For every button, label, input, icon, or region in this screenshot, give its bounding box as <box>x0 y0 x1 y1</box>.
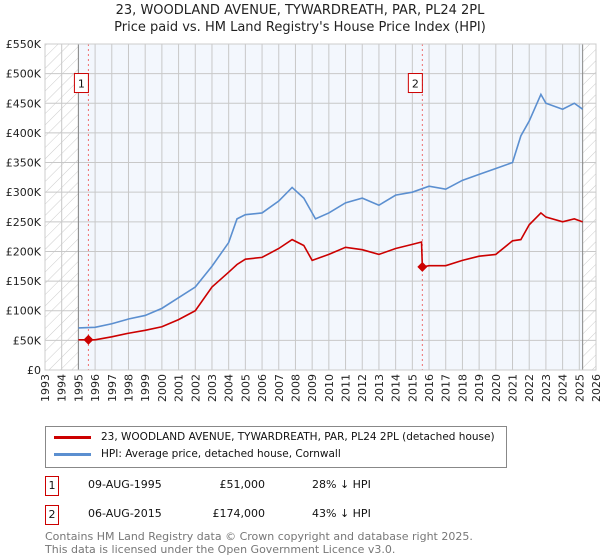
x-tick-label: 2021 <box>507 374 520 402</box>
transaction-date: 06-AUG-2015 <box>88 507 162 520</box>
chart-plot: 1993 1994 1995 1996 1997 1998 1999 2000 2001 2002… <box>6 38 600 402</box>
x-tick-label: 2015 <box>406 374 419 402</box>
transaction-number: 2 <box>45 505 59 525</box>
x-tick-label: 1993 <box>39 374 52 402</box>
sale-label-box <box>407 73 423 94</box>
legend-label-property: 23, WOODLAND AVENUE, TYWARDREATH, PAR, P… <box>101 431 495 443</box>
x-tick-label: 1995 <box>72 374 85 402</box>
legend-swatch-property <box>54 435 91 439</box>
x-tick-label: 1998 <box>122 374 135 402</box>
transaction-price: £51,000 <box>219 478 266 491</box>
x-tick-label: 2000 <box>156 374 169 402</box>
y-tick-label: £450K <box>6 97 42 110</box>
y-tick-label: £150K <box>6 275 42 288</box>
x-tick-label: 2013 <box>373 374 386 402</box>
x-tick-label: 2018 <box>456 374 469 402</box>
x-tick-label: 2008 <box>289 374 302 402</box>
x-tick-label: 2003 <box>206 374 219 402</box>
y-tick-label: £200K <box>6 245 42 258</box>
x-tick-label: 2006 <box>256 374 269 402</box>
series-line-hpi <box>78 92 584 329</box>
y-tick-label: £550K <box>6 38 42 51</box>
x-tick-label: 2012 <box>356 374 369 402</box>
transaction-hpi: 28% ↓ HPI <box>312 478 371 491</box>
x-tick-label: 2011 <box>340 374 353 402</box>
legend-label-hpi: HPI: Average price, detached house, Corn… <box>101 448 341 460</box>
x-tick-label: 2004 <box>223 374 236 402</box>
x-tick-label: 2002 <box>189 374 202 402</box>
y-tick-label: £400K <box>6 127 42 140</box>
x-tick-label: 2009 <box>306 374 319 402</box>
legend: 23, WOODLAND AVENUE, TYWARDREATH, PAR, P… <box>45 426 507 468</box>
chart-title: 23, WOODLAND AVENUE, TYWARDREATH, PAR, P… <box>115 3 485 18</box>
x-tick-label: 1997 <box>106 374 119 402</box>
x-tick-label: 2019 <box>473 374 486 402</box>
y-tick-label: £100K <box>6 305 42 318</box>
plot-border <box>44 43 597 371</box>
y-tick-label: £50K <box>13 334 42 347</box>
sale-label: 2 <box>412 78 419 91</box>
x-tick-label: 2014 <box>390 374 403 402</box>
x-tick-label: 2023 <box>540 374 553 402</box>
chart-subtitle: Price paid vs. HM Land Registry's House … <box>114 20 486 35</box>
x-tick-label: 2025 <box>573 374 586 402</box>
hatched-region-after <box>582 44 596 370</box>
x-tick-label: 2026 <box>590 374 600 402</box>
footer-line: Contains HM Land Registry data © Crown c… <box>45 530 473 543</box>
sale-point <box>417 261 428 272</box>
sale-label-box <box>73 73 89 94</box>
y-tick-label: £350K <box>6 157 42 170</box>
y-tick-label: £300K <box>6 186 42 199</box>
y-tick-label: £0 <box>27 364 41 377</box>
series-line-property <box>78 211 583 341</box>
x-tick-label: 2024 <box>557 374 570 402</box>
transaction-date: 09-AUG-1995 <box>88 478 162 491</box>
footer: Contains HM Land Registry data © Crown c… <box>45 530 473 556</box>
sale-point <box>83 334 94 345</box>
x-tick-label: 1999 <box>139 374 152 402</box>
x-tick-label: 2017 <box>440 374 453 402</box>
transaction-row: 2 06-AUG-2015 £174,000 43% ↓ HPI <box>45 505 445 525</box>
sale-label: 1 <box>78 78 85 91</box>
footer-line: This data is licensed under the Open Gov… <box>45 543 396 556</box>
legend-swatch-hpi <box>54 452 91 456</box>
x-tick-label: 2010 <box>323 374 336 402</box>
x-tick-label: 2022 <box>523 374 536 402</box>
transaction-hpi: 43% ↓ HPI <box>312 507 371 520</box>
y-tick-label: £250K <box>6 216 42 229</box>
transaction-row: 1 09-AUG-1995 £51,000 28% ↓ HPI <box>45 476 445 496</box>
x-tick-label: 2001 <box>173 374 186 402</box>
x-tick-label: 1996 <box>89 374 102 402</box>
x-tick-label: 2007 <box>273 374 286 402</box>
transaction-number: 1 <box>45 476 59 496</box>
x-tick-label: 1994 <box>56 374 69 402</box>
x-tick-label: 2005 <box>239 374 252 402</box>
transaction-price: £174,000 <box>212 507 266 520</box>
plot-background <box>45 44 596 370</box>
x-tick-label: 2016 <box>423 374 436 402</box>
y-tick-label: £500K <box>6 68 42 81</box>
x-tick-label: 2020 <box>490 374 503 402</box>
